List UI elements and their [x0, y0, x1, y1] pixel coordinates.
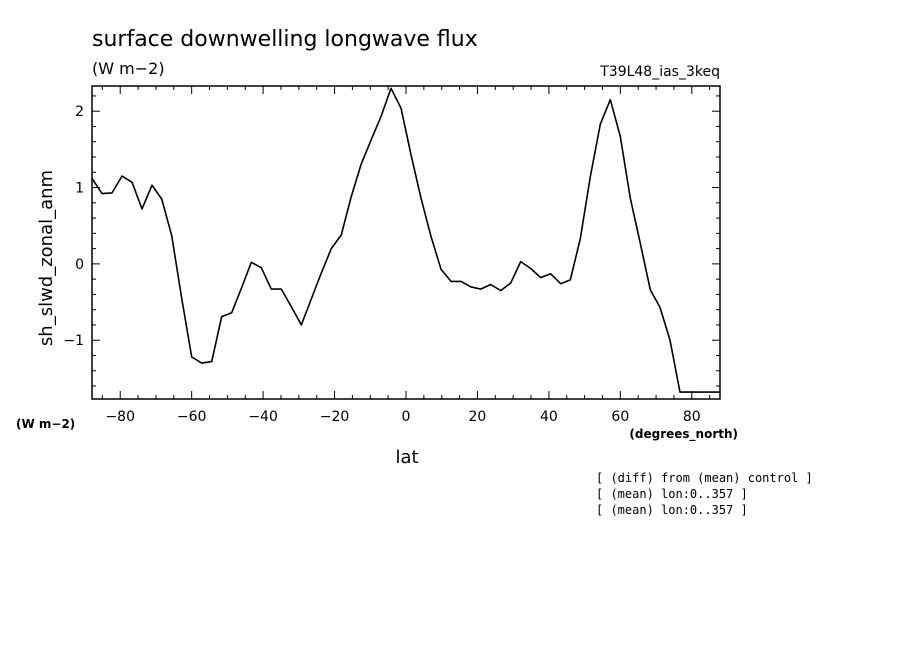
y-axis-label: sh_slwd_zonal_anm — [36, 170, 57, 346]
y-tick-label: 2 — [75, 104, 84, 120]
x-tick-label: −80 — [105, 409, 135, 425]
x-tick-labels: −80 −60 −40 −20 0 20 40 60 80 — [105, 409, 700, 425]
x-axis-units: (degrees_north) — [629, 427, 738, 442]
note-line-2: [ (mean) lon:0..357 ] — [596, 487, 748, 501]
y-axis-units: (W m−2) — [16, 417, 75, 431]
x-tick-label: 20 — [469, 409, 487, 425]
chart-title: surface downwelling longwave flux — [92, 27, 478, 52]
y-tick-labels: −1 0 1 2 — [63, 104, 84, 349]
x-tick-label: −20 — [320, 409, 350, 425]
x-tick-label: 80 — [683, 409, 701, 425]
run-label: T39L48_ias_3keq — [599, 64, 720, 80]
plot-frame — [91, 85, 721, 400]
y-tick-label: 0 — [75, 257, 84, 273]
x-tick-label: 40 — [540, 409, 558, 425]
note-line-3: [ (mean) lon:0..357 ] — [596, 503, 748, 517]
x-axis-label: lat — [395, 447, 418, 468]
chart-subtitle: (W m−2) — [92, 59, 165, 78]
data-series-line — [91, 87, 720, 393]
x-tick-label: −60 — [177, 409, 207, 425]
x-tick-label: −40 — [248, 409, 278, 425]
x-tick-label: 0 — [402, 409, 411, 425]
x-tick-label: 60 — [611, 409, 629, 425]
note-line-1: [ (diff) from (mean) control ] — [596, 471, 813, 485]
y-tick-label: −1 — [63, 333, 84, 349]
y-tick-label: 1 — [75, 181, 84, 197]
